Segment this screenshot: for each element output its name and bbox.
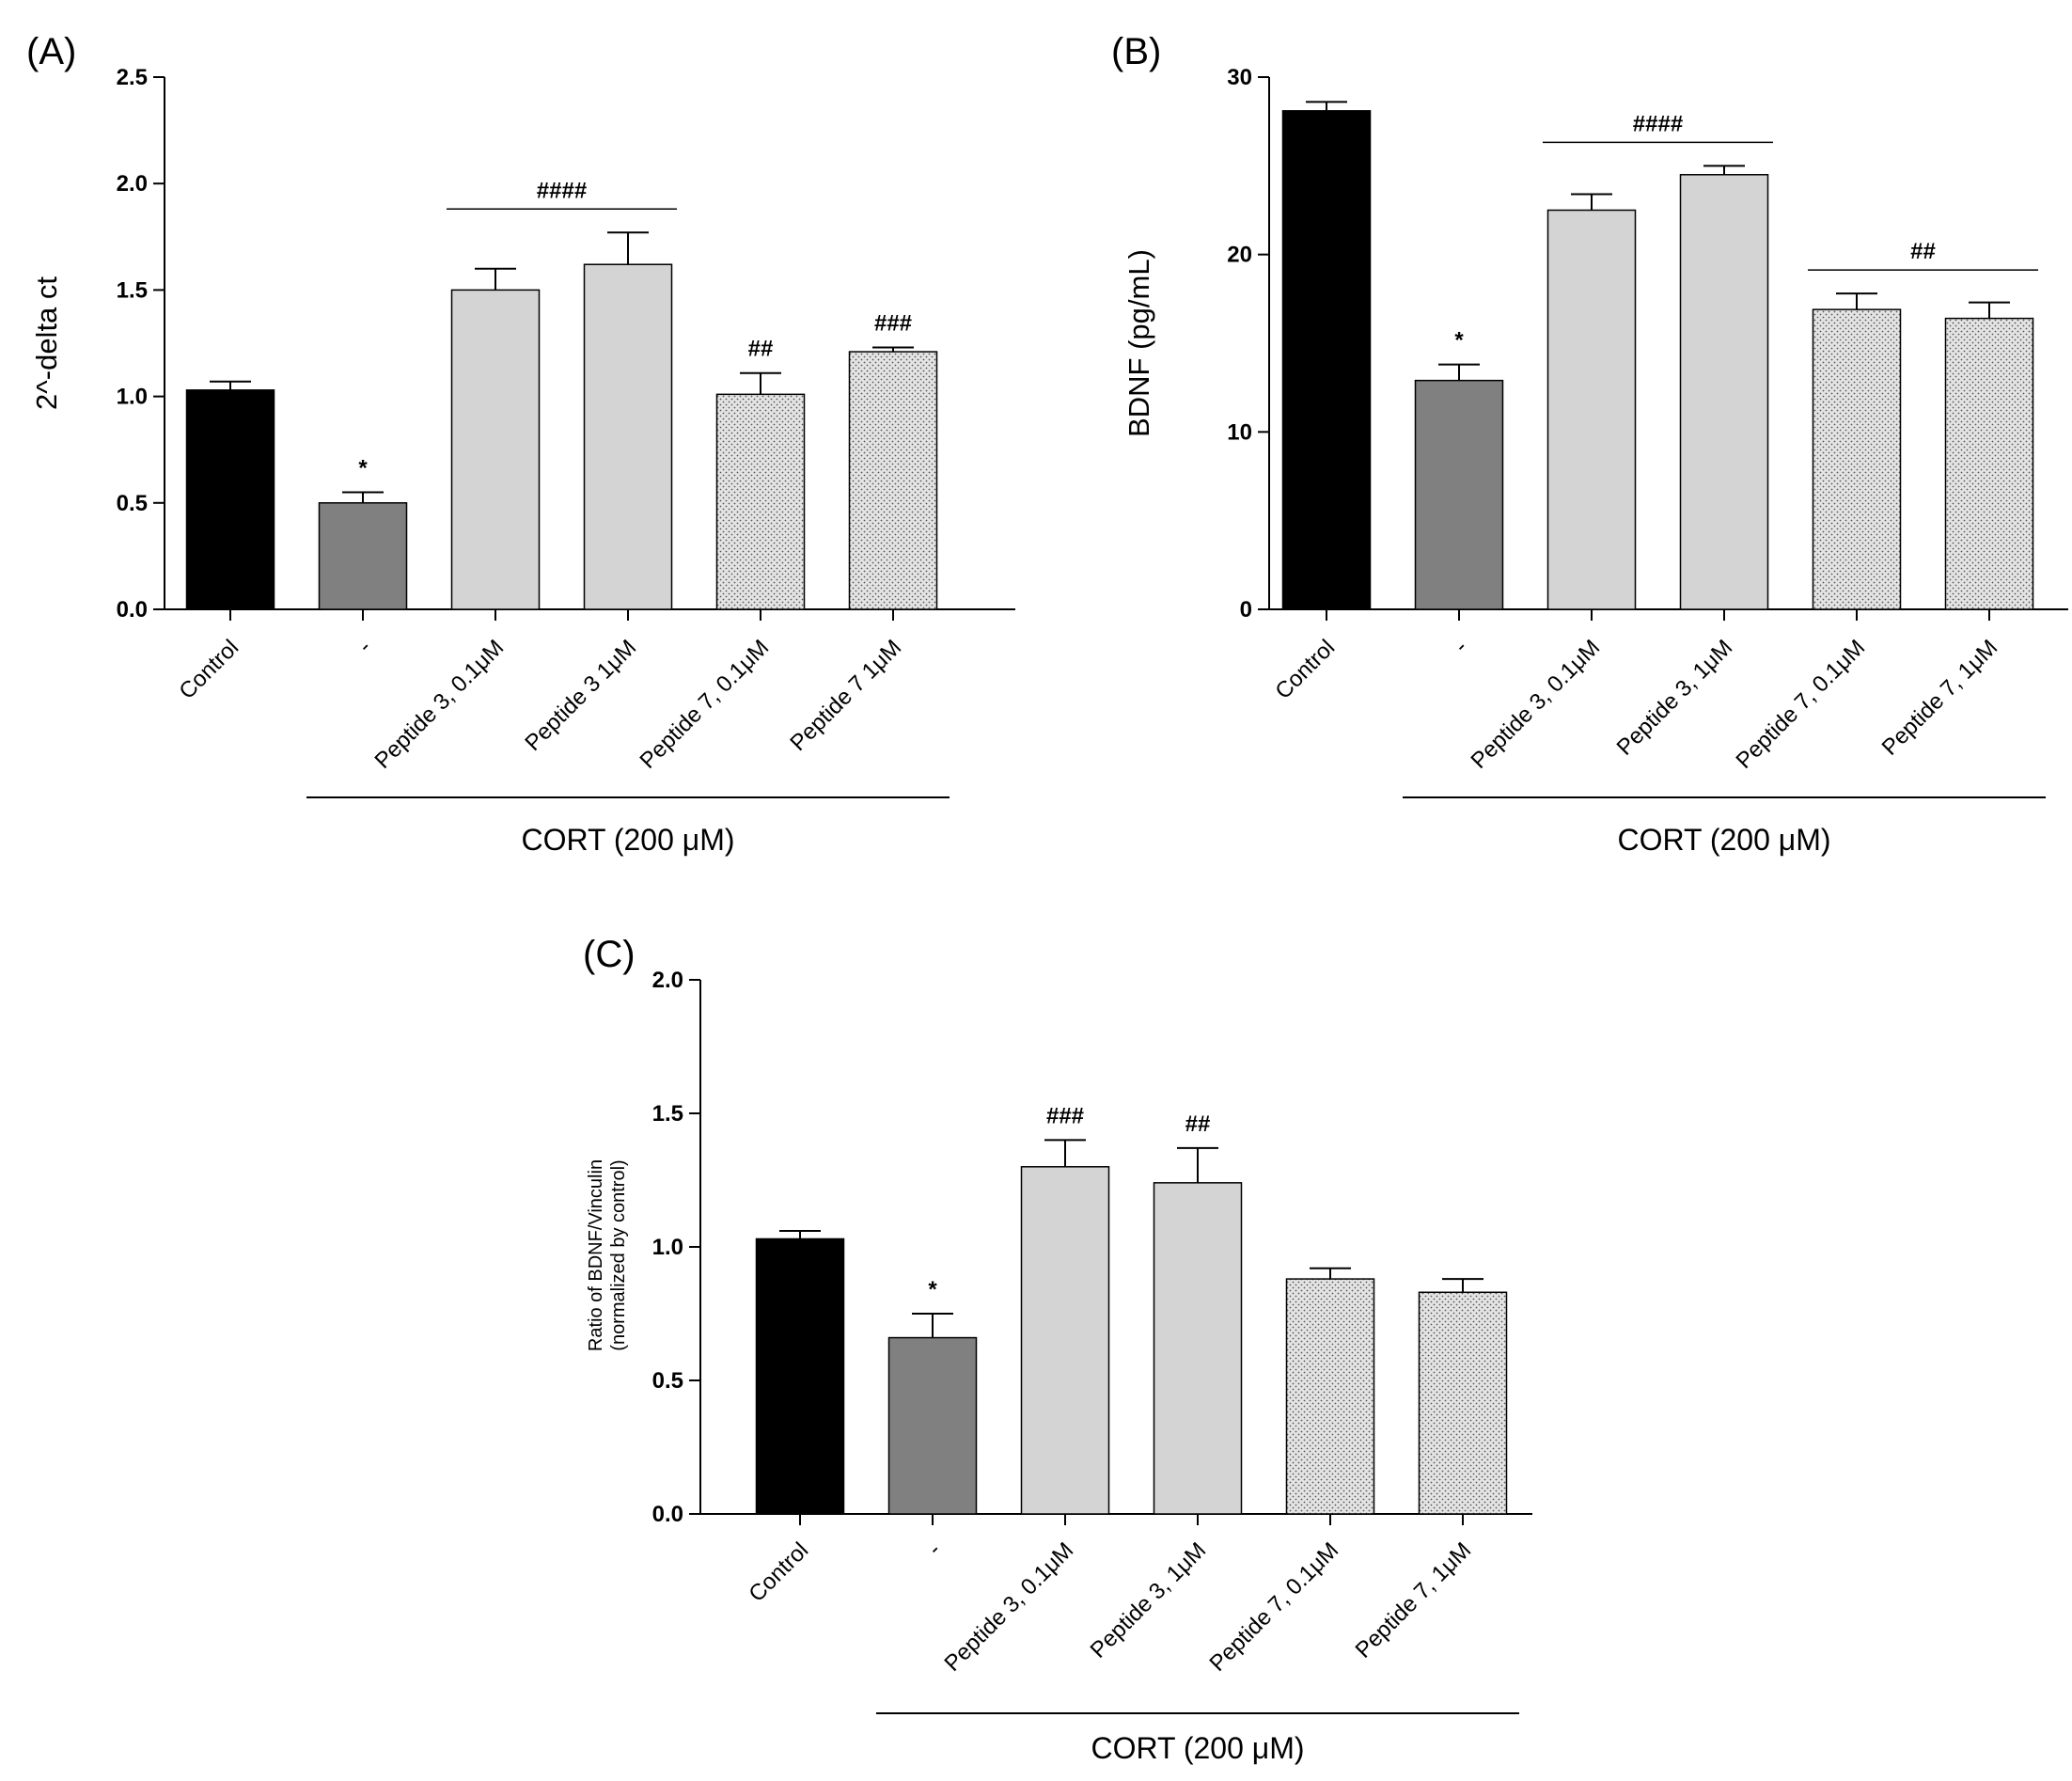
category-label: Peptide 7 1μM — [785, 635, 906, 756]
significance-label: * — [1454, 328, 1464, 354]
y-tick-label: 20 — [1227, 243, 1252, 268]
panel-label: (B) — [1111, 31, 1161, 72]
bar — [755, 1237, 845, 1515]
y-tick-label: 0.0 — [117, 597, 148, 623]
category-label: Peptide 3, 1μM — [1086, 1537, 1212, 1663]
y-axis-subtitle: (normalized by control) — [608, 1159, 629, 1350]
category-label: - — [1449, 635, 1472, 658]
bar — [583, 263, 673, 610]
category-label: Control — [1270, 635, 1340, 704]
significance-label: ### — [874, 311, 912, 337]
y-tick-label: 30 — [1227, 65, 1252, 90]
bar — [1546, 209, 1637, 610]
y-axis-title: 2^-delta ct — [30, 276, 63, 410]
bar — [1020, 1166, 1110, 1515]
category-label: Peptide 3 1μM — [520, 635, 641, 756]
significance-label: * — [928, 1277, 937, 1302]
y-tick-label: 1.0 — [117, 385, 148, 410]
y-tick-label: 0.0 — [652, 1502, 683, 1527]
y-tick-label: 0.5 — [652, 1368, 683, 1394]
y-tick-label: 2.5 — [117, 65, 148, 90]
bar — [1418, 1291, 1508, 1515]
category-label: Peptide 3, 1μM — [1612, 635, 1738, 761]
bar — [715, 393, 806, 610]
category-label: Peptide 7, 0.1μM — [1732, 635, 1871, 774]
y-tick-label: 10 — [1227, 419, 1252, 445]
y-tick-label: 0 — [1240, 597, 1252, 623]
bar — [450, 289, 541, 610]
bar — [1281, 110, 1372, 610]
bar — [185, 389, 275, 610]
y-tick-label: 2.0 — [652, 968, 683, 993]
bar — [1944, 317, 2034, 610]
bar — [887, 1336, 978, 1515]
group-label: CORT (200 μM) — [521, 823, 734, 857]
category-label: Peptide 7, 1μM — [1877, 635, 2003, 761]
panel-c: (C) 0.0 0.5 1.0 1.5 2.0 Ratio of BDNF/Vinculin… — [583, 934, 1532, 1765]
significance-label: * — [358, 455, 368, 481]
y-tick-label: 0.5 — [117, 491, 148, 516]
category-label: Peptide 7, 0.1μM — [1205, 1537, 1344, 1677]
bracket-label: ## — [1910, 239, 1936, 264]
group-label: CORT (200 μM) — [1091, 1731, 1304, 1765]
y-tick-label: 2.0 — [117, 171, 148, 197]
bar — [848, 351, 938, 610]
y-axis-title: BDNF (pg/mL) — [1122, 249, 1155, 437]
significance-label: ## — [748, 337, 774, 362]
category-label: Control — [744, 1537, 813, 1607]
y-tick-label: 1.5 — [652, 1101, 683, 1127]
category-label: Peptide 7, 0.1μM — [636, 635, 775, 774]
bracket-label: #### — [537, 178, 587, 203]
bracket-label: #### — [1633, 111, 1683, 136]
category-label: Peptide 3, 0.1μM — [370, 635, 510, 774]
category-label: Peptide 3, 0.1μM — [940, 1537, 1079, 1677]
y-axis-title: Ratio of BDNF/Vinculin — [586, 1159, 606, 1351]
panel-label: (C) — [583, 934, 636, 975]
panel-a: (A) 0.0 0.5 1.0 1.5 2.0 2.5 2^-delta ct Control -… — [26, 31, 1015, 857]
bar — [1812, 308, 1902, 610]
significance-label: ## — [1185, 1111, 1211, 1137]
y-tick-label: 1.5 — [117, 277, 148, 303]
y-tick-label: 1.0 — [652, 1235, 683, 1260]
bar — [318, 502, 408, 610]
panel-label: (A) — [26, 31, 76, 72]
category-label: - — [353, 635, 376, 658]
bar — [1414, 379, 1504, 610]
significance-label: ### — [1046, 1103, 1084, 1128]
bar — [1679, 174, 1769, 610]
category-label: Peptide 3, 0.1μM — [1467, 635, 1606, 774]
category-label: Control — [174, 635, 243, 704]
bar — [1285, 1278, 1375, 1515]
bar — [1153, 1182, 1243, 1515]
group-label: CORT (200 μM) — [1617, 823, 1830, 857]
category-label: - — [922, 1537, 946, 1561]
category-label: Peptide 7, 1μM — [1351, 1537, 1477, 1663]
